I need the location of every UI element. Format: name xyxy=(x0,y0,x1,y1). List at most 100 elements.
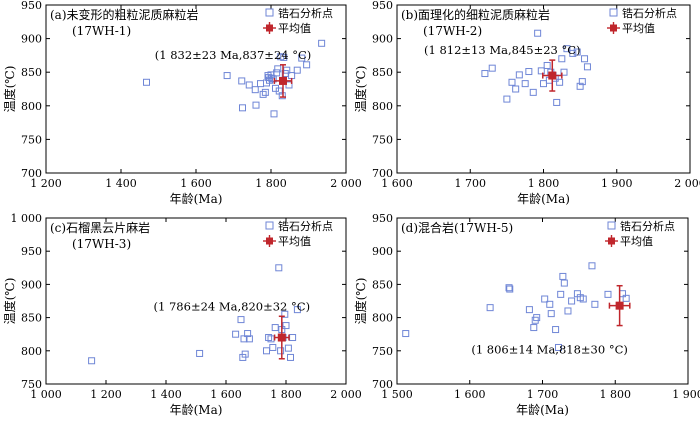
data-point xyxy=(239,104,246,112)
y-tick-label: 950 xyxy=(372,212,393,225)
legend-label-zircon: 锆石分析点 xyxy=(620,219,675,233)
data-point xyxy=(556,78,564,86)
data-point xyxy=(529,88,537,96)
data-point xyxy=(237,316,245,324)
data-point xyxy=(143,78,150,86)
mean-annotation: (1 812±13 Ma,845±23 °C) xyxy=(424,43,581,57)
data-point xyxy=(282,322,290,330)
y-tick-label: 750 xyxy=(372,133,393,146)
data-point xyxy=(263,347,270,355)
data-point xyxy=(293,66,301,74)
y-tick-label: 700 xyxy=(21,167,42,180)
data-point xyxy=(604,290,612,298)
chart-panel-a: 1 200 1 400 1 600 1 800 2 000 700 750 800 850 900… xyxy=(2,0,362,206)
data-point xyxy=(552,326,560,334)
data-point xyxy=(303,61,311,69)
x-tick-label: 1 600 xyxy=(210,388,242,401)
legend-marker-mean xyxy=(610,24,617,32)
legend-label-mean: 平均值 xyxy=(620,235,653,248)
data-point xyxy=(245,335,253,343)
data-point xyxy=(252,101,260,109)
chart-panel-c: 1 000 1 200 1 400 1 600 1 800 2 000 750 800 850 9… xyxy=(2,212,362,417)
data-point xyxy=(568,297,576,305)
y-axis-title: 温度(℃) xyxy=(2,278,17,325)
data-point xyxy=(281,310,289,318)
x-tick-label: 2 000 xyxy=(330,177,362,190)
x-tick-label: 1 400 xyxy=(105,177,137,190)
legend-label-mean: 平均值 xyxy=(278,235,311,248)
data-point xyxy=(245,81,253,89)
data-point xyxy=(269,343,277,351)
x-tick-label: 1 400 xyxy=(150,388,182,401)
x-tick-label: 1 900 xyxy=(601,177,633,190)
data-point xyxy=(298,54,306,62)
y-tick-label: 900 xyxy=(21,278,42,291)
data-point xyxy=(557,290,565,298)
x-tick-label: 2 000 xyxy=(674,177,700,190)
data-point xyxy=(558,55,566,63)
x-tick-label: 1 700 xyxy=(455,177,487,190)
data-point xyxy=(481,70,489,78)
data-point xyxy=(540,80,547,88)
data-point xyxy=(293,306,301,314)
y-tick-label: 750 xyxy=(21,133,42,146)
y-tick-label: 850 xyxy=(21,66,42,79)
y-axis-title: 温度(℃) xyxy=(353,66,368,113)
mean-annotation: (1 832±23 Ma,837±24 °C) xyxy=(155,48,312,62)
x-tick-label: 1 900 xyxy=(672,388,700,401)
x-tick-label: 1 800 xyxy=(600,388,632,401)
data-point xyxy=(573,48,581,56)
legend-label-mean: 平均值 xyxy=(278,22,311,35)
data-point xyxy=(486,304,494,312)
data-point xyxy=(547,310,555,318)
data-point xyxy=(622,294,630,302)
y-tick-label: 700 xyxy=(372,378,393,391)
y-tick-label: 700 xyxy=(372,167,393,180)
panel-subtitle: (17WH-2) xyxy=(423,24,482,38)
chart-panel-d: 1 500 1 600 1 700 1 800 1 900 700 750 800 850 900… xyxy=(353,212,700,417)
chart-panel-b: 1 600 1 700 1 800 1 900 2 000 700 750 800 850 900… xyxy=(353,0,700,206)
y-tick-label: 900 xyxy=(372,33,393,46)
x-tick-label: 1 000 xyxy=(30,388,62,401)
x-tick-label: 1 800 xyxy=(270,388,302,401)
data-point xyxy=(232,330,240,338)
data-point xyxy=(553,98,561,106)
data-point xyxy=(223,72,231,80)
data-point xyxy=(525,68,533,76)
y-tick-label: 850 xyxy=(372,66,393,79)
data-point xyxy=(270,110,278,118)
legend-label-zircon: 锆石分析点 xyxy=(622,6,677,20)
mean-annotation: (1 786±24 Ma,820±32 °C) xyxy=(154,299,311,313)
plot-frame xyxy=(45,217,347,385)
data-point xyxy=(530,324,538,332)
data-point xyxy=(537,67,545,75)
data-point xyxy=(240,335,248,343)
data-point xyxy=(546,300,554,308)
data-point xyxy=(591,300,599,308)
data-point xyxy=(488,64,496,72)
y-tick-label: 850 xyxy=(21,312,42,325)
data-point xyxy=(259,90,267,98)
legend-marker-zircon xyxy=(265,8,274,17)
legend-marker-zircon xyxy=(607,221,616,230)
data-point xyxy=(560,68,568,76)
data-point xyxy=(506,285,514,293)
data-point xyxy=(505,284,513,292)
mean-point xyxy=(615,301,624,310)
y-axis-title: 温度(℃) xyxy=(2,66,17,113)
data-point xyxy=(508,78,516,86)
data-point xyxy=(274,65,282,73)
data-point xyxy=(266,76,273,84)
data-point xyxy=(563,45,571,53)
data-point xyxy=(273,69,281,77)
panel-subtitle: (17WH-3) xyxy=(72,237,131,251)
x-tick-label: 1 500 xyxy=(381,388,413,401)
x-axis-title: 年龄(Ma) xyxy=(517,192,570,206)
data-point xyxy=(318,39,326,47)
data-point xyxy=(275,264,283,272)
data-point xyxy=(525,306,533,314)
data-point xyxy=(503,95,511,103)
y-tick-label: 800 xyxy=(21,100,42,113)
data-point xyxy=(512,85,520,93)
x-axis-title: 年龄(Ma) xyxy=(170,403,223,417)
